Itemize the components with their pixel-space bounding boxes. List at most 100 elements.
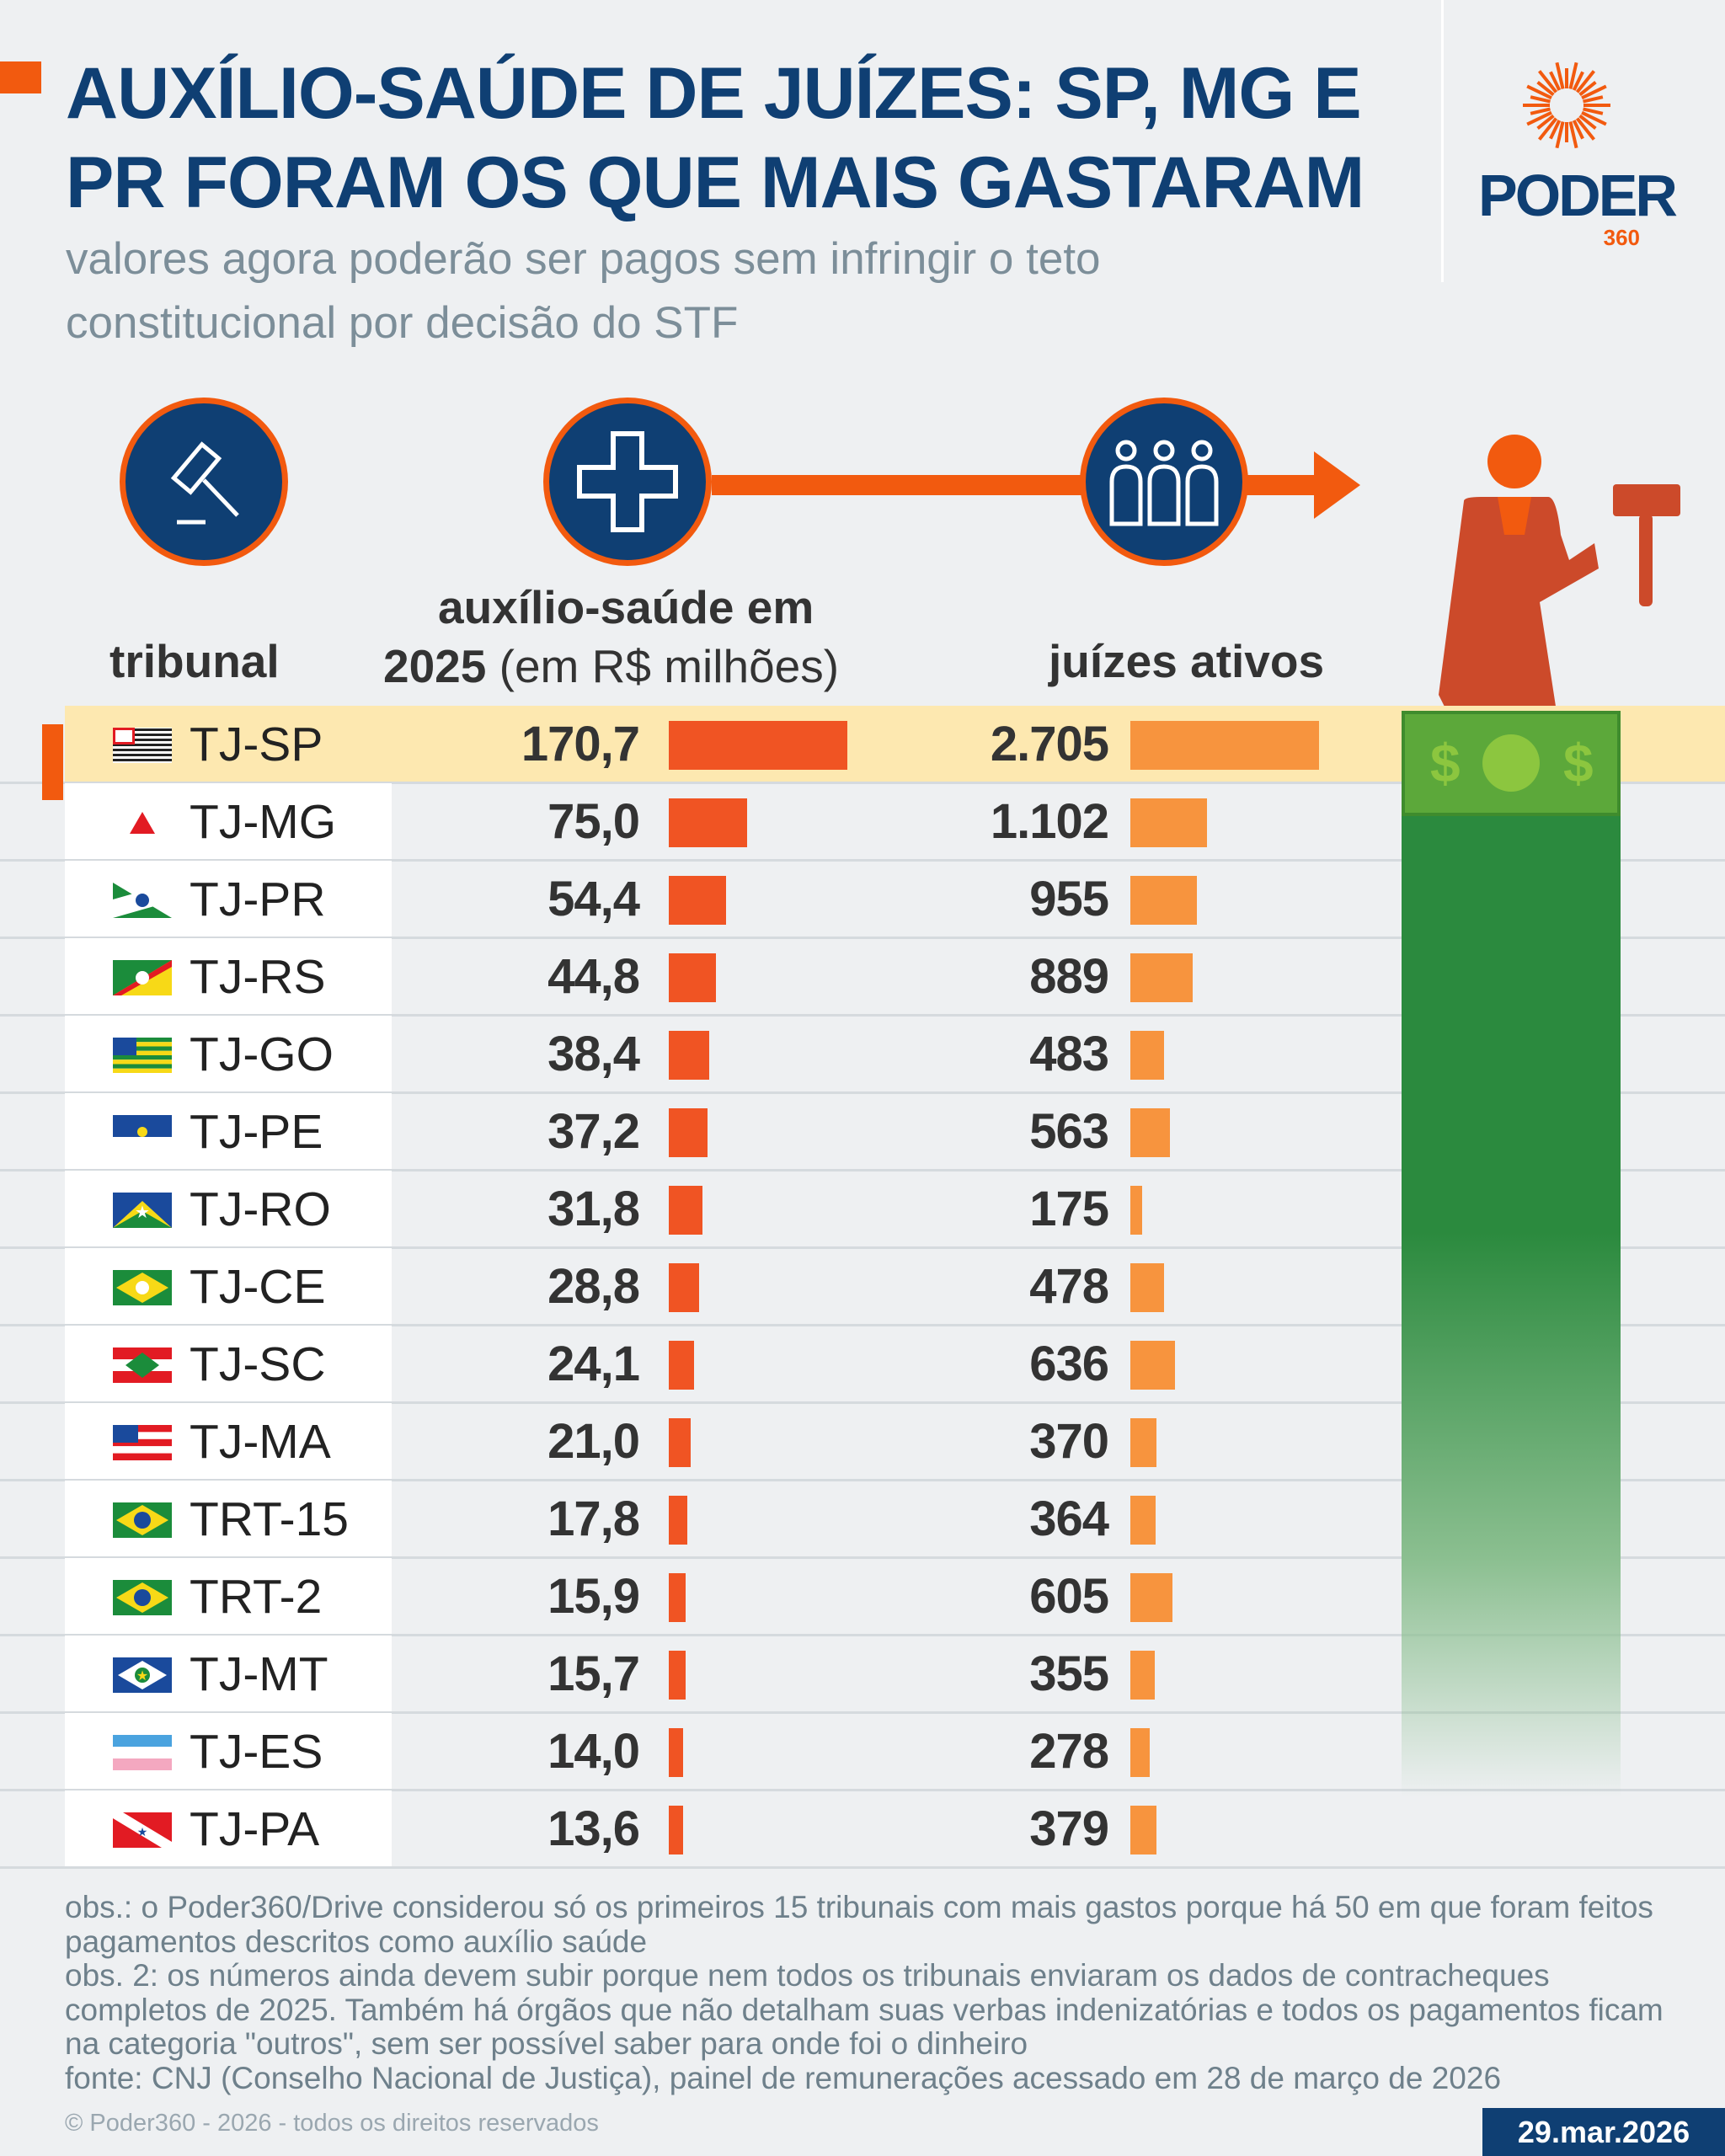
state-flag-icon bbox=[113, 1580, 172, 1615]
state-flag-icon bbox=[113, 960, 172, 995]
state-flag-icon bbox=[113, 805, 172, 841]
spend-bar bbox=[669, 1728, 684, 1777]
table-row: ★ TJ-PA 13,6 379 bbox=[0, 1790, 1725, 1869]
arrow-head-icon bbox=[1314, 451, 1360, 519]
judges-value: 2.705 bbox=[990, 717, 1109, 771]
judges-bar bbox=[1130, 1108, 1170, 1157]
row-divider bbox=[0, 782, 1725, 784]
column-header-judges: juízes ativos bbox=[1049, 635, 1325, 687]
judges-bar bbox=[1130, 876, 1198, 925]
table-row: TJ-MA 21,0 370 bbox=[0, 1403, 1725, 1481]
spend-bar bbox=[669, 876, 726, 925]
spend-value: 17,8 bbox=[547, 1492, 640, 1546]
row-divider bbox=[0, 1169, 1725, 1171]
judges-bar bbox=[1130, 1651, 1156, 1700]
tribunal-name: TJ-MT bbox=[190, 1647, 328, 1701]
svg-text:$: $ bbox=[1563, 733, 1594, 793]
judges-value: 379 bbox=[1029, 1801, 1109, 1856]
table-row: TJ-MG 75,0 1.102 bbox=[0, 783, 1725, 862]
spend-value: 15,7 bbox=[547, 1646, 640, 1701]
spend-value: 15,9 bbox=[547, 1569, 640, 1624]
footer-notes: obs.: o Poder360/Drive considerou só os … bbox=[65, 1890, 1665, 2095]
tribunal-name: TJ-RS bbox=[190, 950, 326, 1004]
table-row: TJ-ES 14,0 278 bbox=[0, 1713, 1725, 1791]
tribunal-name: TJ-SP bbox=[190, 718, 323, 771]
judges-bar bbox=[1130, 953, 1193, 1002]
spend-bar bbox=[669, 798, 748, 847]
accent-tab bbox=[0, 61, 41, 93]
judges-value: 889 bbox=[1029, 949, 1109, 1004]
spend-bar bbox=[669, 1341, 694, 1390]
row-divider bbox=[0, 1014, 1725, 1017]
table-row: TRT-2 15,9 605 bbox=[0, 1558, 1725, 1636]
tribunal-name: TRT-2 bbox=[190, 1570, 323, 1624]
judges-bar bbox=[1130, 798, 1208, 847]
tribunal-name: TJ-PE bbox=[190, 1105, 323, 1159]
spend-bar bbox=[669, 721, 848, 770]
highlight-marker bbox=[42, 724, 63, 800]
spend-bar bbox=[669, 1186, 702, 1235]
judges-bar bbox=[1130, 1186, 1143, 1235]
judges-value: 636 bbox=[1029, 1337, 1109, 1391]
state-flag-icon: ★ bbox=[113, 1812, 172, 1848]
source: fonte: CNJ (Conselho Nacional de Justiça… bbox=[65, 2060, 1502, 2095]
spend-bar bbox=[669, 1263, 699, 1312]
medical-cross-icon bbox=[543, 398, 712, 566]
judges-bar bbox=[1130, 1341, 1175, 1390]
tribunal-name: TJ-MA bbox=[190, 1415, 331, 1469]
spend-value: 28,8 bbox=[547, 1259, 640, 1314]
table-row: TJ-RS 44,8 889 bbox=[0, 938, 1725, 1017]
judges-value: 278 bbox=[1029, 1724, 1109, 1779]
row-divider bbox=[0, 1324, 1725, 1326]
table-row: TJ-SC 24,1 636 bbox=[0, 1326, 1725, 1404]
row-divider bbox=[0, 1866, 1725, 1869]
spend-value: 13,6 bbox=[547, 1801, 640, 1856]
spend-bar bbox=[669, 1031, 709, 1080]
money-column bbox=[1402, 711, 1621, 1797]
svg-text:★: ★ bbox=[137, 1825, 148, 1838]
svg-text:★: ★ bbox=[136, 1669, 148, 1684]
judges-value: 175 bbox=[1029, 1182, 1109, 1236]
subtitle: valores agora poderão ser pagos sem infr… bbox=[66, 234, 1101, 348]
tribunal-name: TJ-ES bbox=[190, 1725, 323, 1779]
table-row: TJ-CE 28,8 478 bbox=[0, 1248, 1725, 1326]
people-icon bbox=[1080, 398, 1248, 566]
table-row: ★ TJ-RO 31,8 175 bbox=[0, 1171, 1725, 1249]
spend-value: 37,2 bbox=[547, 1104, 640, 1159]
tribunal-name: TJ-PA bbox=[190, 1802, 320, 1856]
state-flag-icon bbox=[113, 728, 172, 763]
table-row: TJ-PR 54,4 955 bbox=[0, 861, 1725, 939]
judges-value: 605 bbox=[1029, 1569, 1109, 1624]
row-divider bbox=[0, 1479, 1725, 1481]
note-2: obs. 2: os números ainda devem subir por… bbox=[65, 1958, 1664, 2061]
row-divider bbox=[0, 1246, 1725, 1249]
judges-bar bbox=[1130, 1263, 1164, 1312]
copyright: © Poder360 - 2026 - todos os direitos re… bbox=[65, 2110, 599, 2137]
judges-bar bbox=[1130, 1031, 1164, 1080]
logo-name: PODER bbox=[1478, 163, 1678, 228]
row-divider bbox=[0, 1789, 1725, 1791]
judges-value: 478 bbox=[1029, 1259, 1109, 1314]
spend-value: 14,0 bbox=[547, 1724, 640, 1779]
table-row: TJ-GO 38,4 483 bbox=[0, 1016, 1725, 1094]
date-badge: 29.mar.2026 bbox=[1482, 2108, 1725, 2156]
judges-bar bbox=[1130, 1418, 1156, 1467]
tribunal-name: TJ-RO bbox=[190, 1182, 331, 1236]
judges-bar bbox=[1130, 1806, 1157, 1854]
spend-bar bbox=[669, 953, 716, 1002]
spend-value: 54,4 bbox=[547, 872, 640, 926]
state-flag-icon bbox=[113, 1348, 172, 1383]
spend-bar bbox=[669, 1496, 688, 1545]
judges-bar bbox=[1130, 1573, 1173, 1622]
state-flag-icon bbox=[113, 1425, 172, 1460]
judges-bar bbox=[1130, 1496, 1156, 1545]
column-header-spend-unit: (em R$ milhões) bbox=[499, 640, 840, 692]
gavel-icon bbox=[120, 398, 288, 566]
state-flag-icon bbox=[113, 1270, 172, 1305]
state-flag-icon bbox=[113, 1502, 172, 1538]
spend-value: 170,7 bbox=[521, 717, 640, 771]
judges-value: 955 bbox=[1029, 872, 1109, 926]
logo: PODER 360 bbox=[1478, 59, 1678, 250]
spend-value: 44,8 bbox=[547, 949, 640, 1004]
judges-bar bbox=[1130, 721, 1319, 770]
